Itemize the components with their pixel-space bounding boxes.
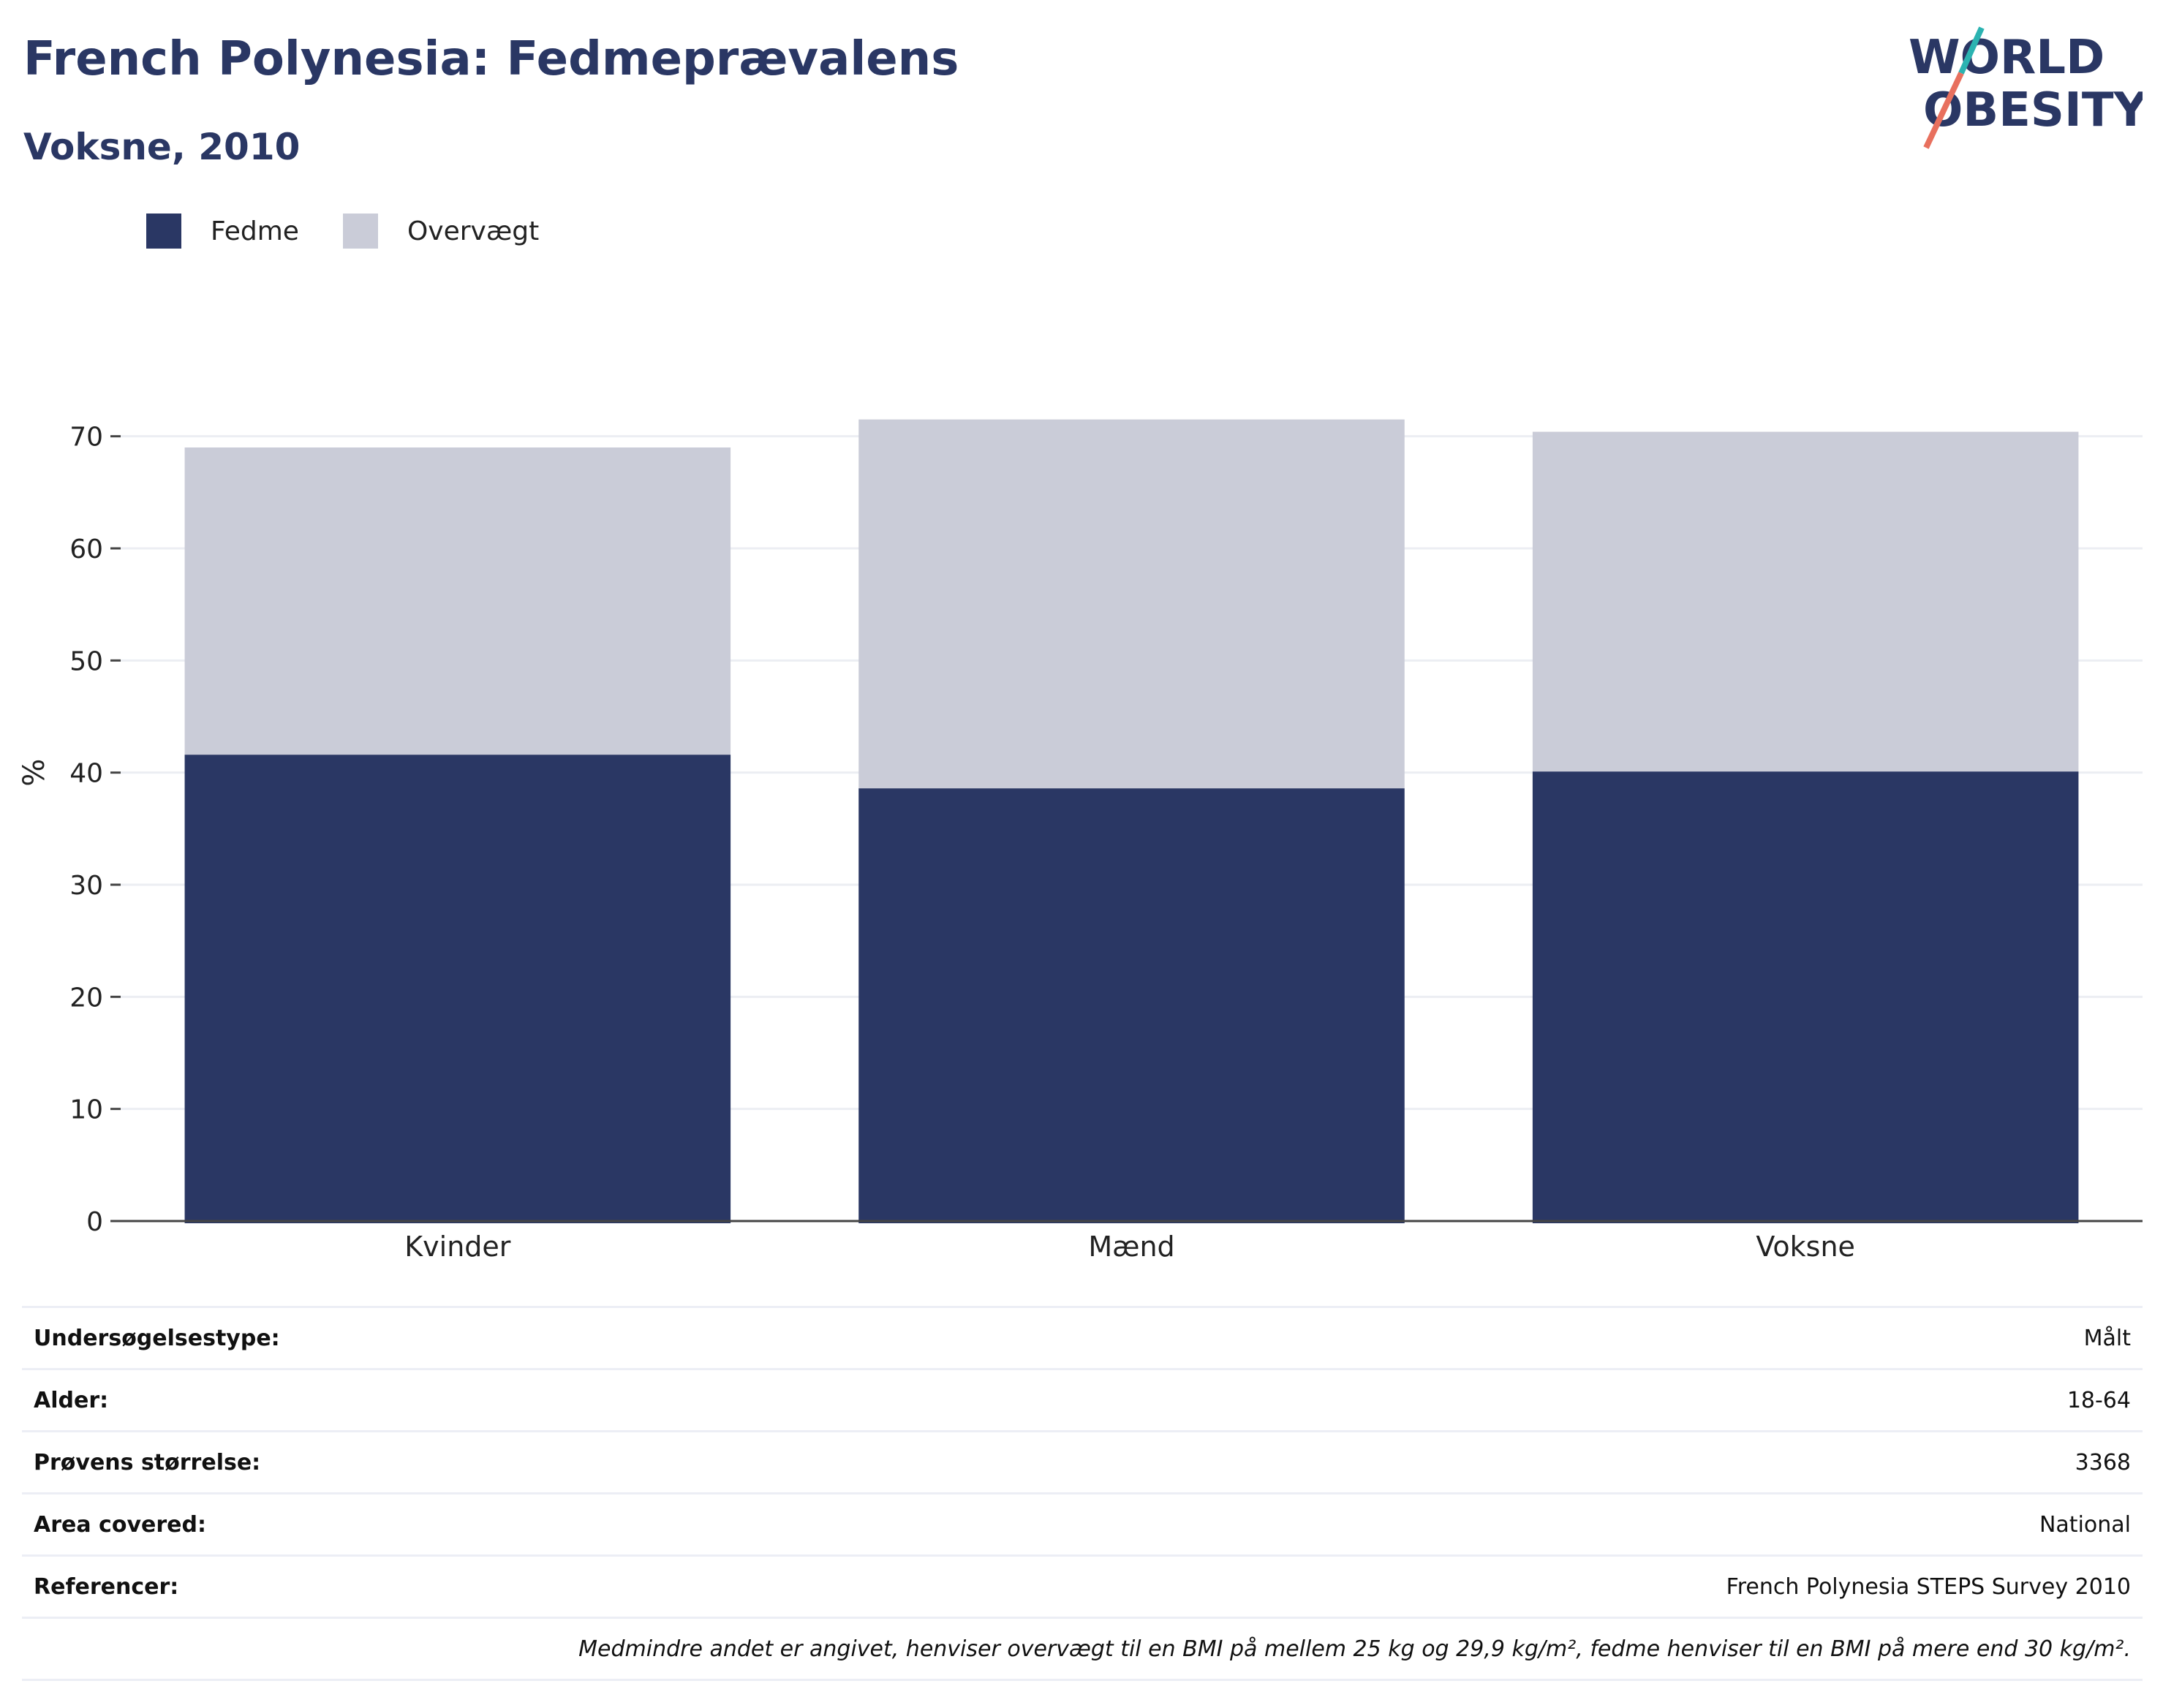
bar-fedme [858,788,1405,1223]
x-tick-label: Mænd [1088,1231,1174,1263]
logo-line2: OBESITY [1923,83,2143,137]
page-subtitle: Voksne, 2010 [23,126,301,168]
info-label: Alder: [34,1387,109,1413]
legend-label-fedme: Fedme [211,216,299,246]
bar-fedme [184,755,731,1223]
info-value: French Polynesia STEPS Survey 2010 [1726,1573,2131,1600]
legend-swatch-overvaegt [342,214,378,249]
x-tick-label: Voksne [1756,1231,1855,1263]
info-row-survey-type: Undersøgelsestype: Målt [22,1306,2143,1368]
bmi-definition-note: Medmindre andet er angivet, henviser ove… [578,1636,2131,1662]
info-value: 18-64 [2066,1387,2131,1413]
legend-item-overvaegt[interactable]: Overvægt [342,214,540,249]
y-axis-label: % [18,759,51,787]
legend-item-fedme[interactable]: Fedme [146,214,299,249]
y-tick-label: 20 [69,983,103,1013]
y-tick-label: 60 [69,534,103,564]
info-table: Undersøgelsestype: Målt Alder: 18-64 Prø… [22,1306,2143,1681]
world-obesity-logo: WORLD OBESITY [1909,26,2143,149]
logo-slash-coral [1923,72,1964,149]
y-tick-label: 40 [69,759,103,789]
info-row-age: Alder: 18-64 [22,1368,2143,1430]
info-value: National [2039,1511,2131,1538]
legend-label-overvaegt: Overvægt [407,216,540,246]
info-value: Målt [2083,1325,2131,1351]
y-tick-label: 0 [86,1207,103,1237]
y-tick-label: 10 [69,1095,103,1125]
info-label: Area covered: [34,1511,206,1538]
logo-slash-teal [1958,26,1985,75]
info-label: Referencer: [34,1573,179,1600]
info-row-sample-size: Prøvens størrelse: 3368 [22,1430,2143,1492]
info-value: 3368 [2075,1449,2131,1475]
info-row-references: Referencer: French Polynesia STEPS Surve… [22,1554,2143,1617]
stacked-bar-chart: 0 10 20 30 40 50 60 70% Kvinder Mænd Voksne [18,419,2143,1263]
info-label: Prøvens størrelse: [34,1449,261,1475]
bar-overvaegt [858,419,1405,789]
page-title: French Polynesia: Fedmeprævalens [23,32,959,86]
info-note-row: Medmindre andet er angivet, henviser ove… [22,1617,2143,1681]
y-tick-label: 30 [69,871,103,901]
info-label: Undersøgelsestype: [34,1325,280,1351]
logo-line1: WORLD [1909,31,2105,85]
bar-overvaegt [1532,431,2079,772]
legend-swatch-fedme [146,214,181,249]
y-tick-label: 50 [69,646,103,676]
chart-legend: Fedme Overvægt [146,214,583,249]
info-row-area: Area covered: National [22,1492,2143,1554]
x-tick-label: Kvinder [404,1231,511,1263]
y-tick-label: 70 [69,423,103,453]
bar-fedme [1532,771,2079,1223]
bar-overvaegt [184,447,731,755]
